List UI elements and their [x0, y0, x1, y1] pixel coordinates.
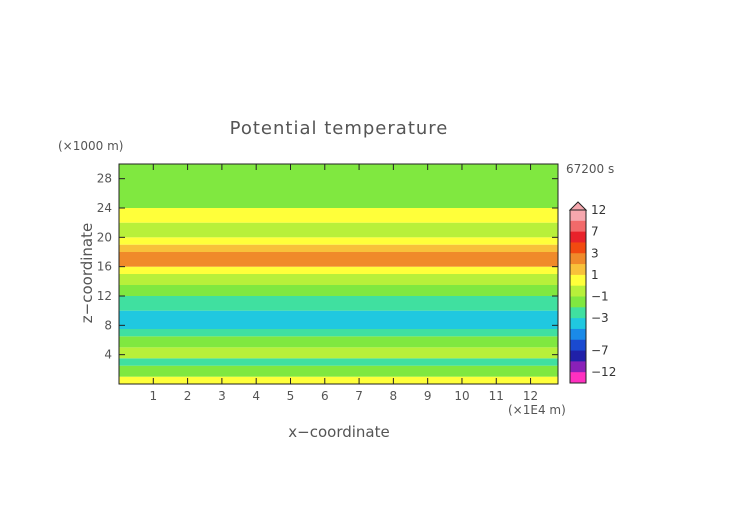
colorbar: 12 7 3 1 −1 −3 −7 −12: [568, 201, 616, 384]
colorbar-label: 7: [591, 225, 599, 239]
y-tick-label: 16: [97, 260, 112, 274]
contour-band: [119, 310, 558, 329]
colorbar-label: −1: [591, 290, 609, 304]
colorbar-label: −3: [591, 311, 609, 325]
x-unit-label: (×1E4 m): [508, 403, 566, 417]
y-tick-label: 8: [104, 318, 112, 332]
contour-band: [119, 244, 558, 252]
contour-band: [119, 296, 558, 311]
colorbar-swatch: [570, 264, 586, 276]
contour-plot: [119, 164, 558, 384]
contour-band: [119, 347, 558, 359]
x-tick-label: 7: [355, 389, 363, 403]
colorbar-swatch: [570, 318, 586, 330]
y-axis-label: z−coordinate: [78, 223, 96, 323]
colorbar-swatch: [570, 274, 586, 287]
contour-band: [119, 329, 558, 337]
colorbar-label: 1: [591, 268, 599, 282]
colorbar-swatch: [570, 220, 586, 233]
colorbar-swatch: [570, 231, 586, 243]
colorbar-frame: [569, 209, 587, 384]
x-tick-label: 3: [218, 389, 226, 403]
y-tick-label: 4: [104, 348, 112, 362]
x-axis-label: x−coordinate: [288, 423, 389, 441]
y-tick-label: 12: [97, 289, 112, 303]
chart-title: Potential temperature: [230, 118, 449, 139]
y-tick-label: 24: [97, 201, 112, 215]
x-tick-label: 1: [149, 389, 157, 403]
contour-band: [119, 274, 558, 285]
colorbar-label: 12: [591, 203, 606, 217]
x-tick-label: 10: [454, 389, 469, 403]
contour-band: [119, 285, 558, 296]
contour-band: [119, 252, 558, 267]
contour-band: [119, 237, 558, 245]
colorbar-swatch: [570, 210, 586, 222]
contour-band: [119, 222, 558, 238]
x-tick-label: 4: [252, 389, 260, 403]
colorbar-swatch: [570, 339, 586, 352]
x-tick-label: 12: [523, 389, 538, 403]
time-label: 67200 s: [566, 162, 614, 176]
contour-band: [119, 376, 558, 384]
contour-band: [119, 164, 558, 208]
x-tick-label: 11: [489, 389, 504, 403]
plot-frame: [118, 163, 559, 385]
colorbar-swatch: [570, 253, 586, 265]
x-tick-label: 5: [287, 389, 295, 403]
contour-band: [119, 365, 558, 377]
x-tick-label: 2: [184, 389, 192, 403]
colorbar-swatch: [570, 328, 586, 341]
colorbar-swatch: [570, 307, 586, 319]
contour-band: [119, 336, 558, 348]
x-tick-label: 8: [390, 389, 398, 403]
contour-band: [119, 208, 558, 223]
y-tick-label: 20: [97, 230, 112, 244]
x-tick-label: 6: [321, 389, 329, 403]
colorbar-swatch: [570, 361, 586, 373]
colorbar-swatch: [570, 242, 586, 254]
x-tick-label: 9: [424, 389, 432, 403]
y-tick-label: 28: [97, 172, 112, 186]
colorbar-swatch: [570, 372, 586, 384]
y-unit-label: (×1000 m): [58, 139, 123, 153]
colorbar-label: −7: [591, 344, 609, 358]
colorbar-swatch: [570, 285, 586, 297]
colorbar-swatch: [570, 350, 586, 362]
contour-band: [119, 266, 558, 274]
colorbar-label: −12: [591, 365, 616, 379]
colorbar-arrow: [568, 201, 588, 211]
contour-band: [119, 358, 558, 366]
colorbar-label: 3: [591, 246, 599, 260]
colorbar-swatch: [570, 296, 586, 308]
